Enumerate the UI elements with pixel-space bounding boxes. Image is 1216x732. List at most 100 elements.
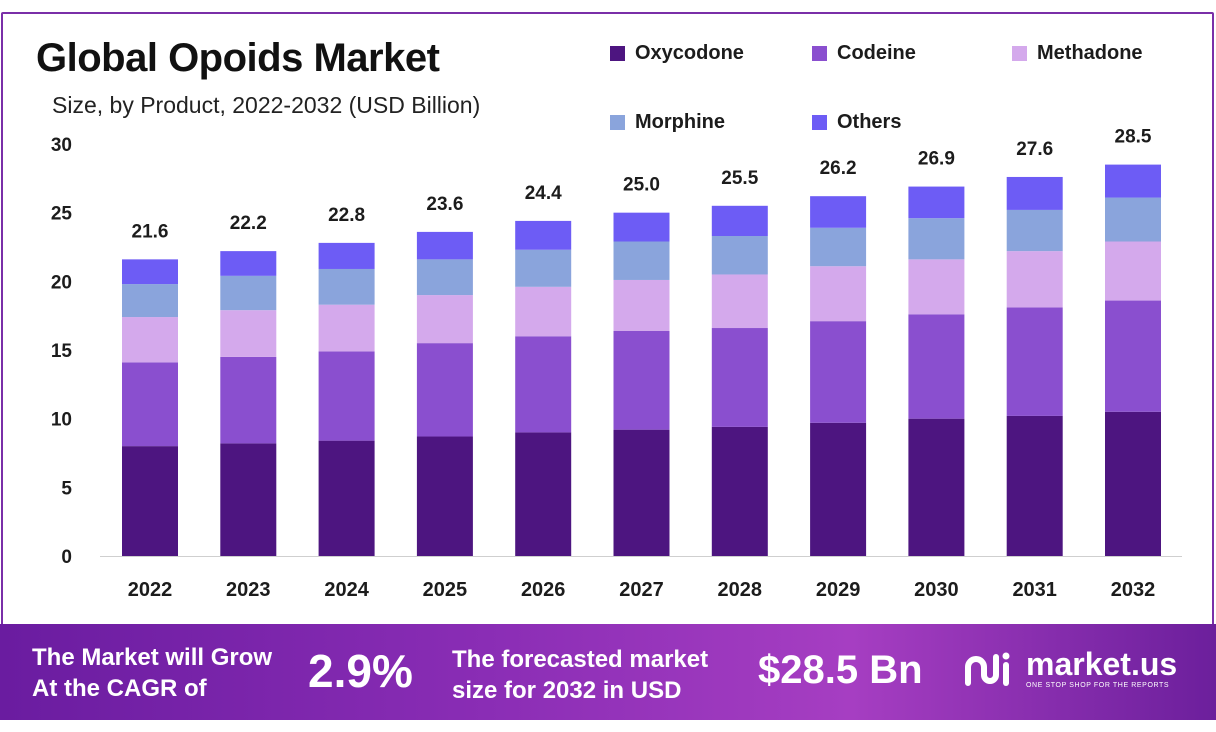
x-tick-label: 2024	[324, 579, 369, 601]
bar-total-label: 25.5	[721, 168, 758, 189]
bar-segment-codeine	[318, 351, 375, 441]
cagr-label-line1: The Market will Grow	[32, 644, 273, 671]
legend-label-others: Others	[837, 111, 902, 133]
x-tick-label: 2026	[521, 579, 566, 601]
bar-segment-oxycodone	[416, 436, 473, 556]
bar-segment-methadone	[1105, 241, 1161, 301]
legend-item-others: Others	[812, 111, 901, 134]
bar-segment-methadone	[810, 266, 867, 322]
bar-segment-morphine	[416, 259, 473, 296]
legend-label-oxycodone: Oxycodone	[635, 42, 744, 64]
cagr-label: The Market will Grow At the CAGR of	[32, 642, 272, 704]
bar-segment-morphine	[1006, 209, 1063, 252]
bar-segment-oxycodone	[515, 432, 572, 556]
y-tick-label: 15	[51, 341, 73, 362]
bar-segment-oxycodone	[220, 443, 277, 556]
legend-item-oxycodone: Oxycodone	[610, 42, 744, 65]
x-tick-label: 2031	[1012, 579, 1057, 601]
bar-total-label: 21.6	[132, 221, 169, 242]
bar-segment-codeine	[810, 321, 867, 423]
bar-segment-others	[122, 259, 178, 285]
legend-label-morphine: Morphine	[635, 111, 725, 133]
bar-segment-morphine	[908, 218, 965, 260]
bar-segment-methadone	[1006, 251, 1063, 308]
cagr-value: 2.9%	[308, 645, 413, 697]
bar-total-label: 25.0	[623, 175, 660, 196]
bar-segment-methadone	[711, 274, 768, 329]
x-tick-label: 2029	[816, 579, 861, 601]
bar-segment-oxycodone	[318, 440, 375, 556]
bar-segment-codeine	[122, 362, 178, 447]
bar-total-label: 24.4	[525, 183, 562, 204]
brand-mark-icon	[965, 652, 1010, 686]
bar-total-label: 26.9	[918, 149, 955, 170]
bar-segment-others	[1105, 164, 1161, 198]
brand-tagline: ONE STOP SHOP FOR THE REPORTS	[1026, 682, 1170, 689]
bar-segment-others	[318, 242, 375, 269]
summary-banner	[0, 624, 1216, 720]
legend-swatch-oxycodone	[610, 46, 625, 61]
bar-segment-morphine	[318, 268, 375, 305]
bar-segment-morphine	[220, 275, 277, 311]
bar-segment-others	[613, 212, 670, 242]
bar-segment-others	[908, 186, 965, 219]
y-tick-label: 30	[51, 135, 72, 156]
bar-segment-codeine	[908, 314, 965, 419]
bar-segment-methadone	[613, 279, 670, 331]
bar-total-label: 22.8	[328, 205, 365, 226]
legend-item-methadone: Methadone	[1012, 42, 1143, 65]
bar-segment-methadone	[122, 317, 178, 363]
stacked-bar-chart: 05101520253021.6202222.2202322.8202423.6…	[51, 127, 1182, 601]
brand-logo: market.us ONE STOP SHOP FOR THE REPORTS	[962, 648, 1177, 689]
bar-segment-morphine	[122, 284, 178, 318]
bar-segment-codeine	[711, 328, 768, 427]
bar-segment-codeine	[613, 330, 670, 430]
bar-segment-oxycodone	[1105, 411, 1161, 556]
chart-title: Global Opoids Market	[36, 36, 440, 80]
legend-label-codeine: Codeine	[837, 42, 916, 64]
forecast-label: The forecasted market size for 2032 in U…	[452, 644, 708, 706]
bar-segment-others	[711, 205, 768, 237]
x-tick-label: 2027	[619, 579, 664, 601]
bar-segment-morphine	[515, 249, 572, 287]
bar-segment-morphine	[711, 236, 768, 275]
bar-segment-morphine	[1105, 197, 1161, 242]
bar-segment-codeine	[416, 343, 473, 437]
bar-segment-methadone	[908, 259, 965, 315]
bar-segment-others	[416, 231, 473, 260]
bar-segment-codeine	[1006, 307, 1063, 416]
bar-segment-codeine	[515, 336, 572, 433]
bar-segment-oxycodone	[810, 422, 867, 556]
y-tick-label: 0	[61, 547, 72, 568]
forecast-value: $28.5 Bn	[758, 648, 923, 692]
x-tick-label: 2025	[423, 579, 468, 601]
bar-total-label: 26.2	[820, 158, 857, 179]
legend-swatch-codeine	[812, 46, 827, 61]
bar-segment-oxycodone	[711, 426, 768, 556]
brand-name: market.us	[1026, 646, 1178, 682]
bar-segment-methadone	[220, 310, 277, 357]
bar-total-label: 22.2	[230, 213, 267, 234]
bar-segment-codeine	[1105, 300, 1161, 412]
bar-segment-others	[515, 220, 572, 250]
y-tick-label: 25	[51, 204, 73, 225]
x-tick-label: 2022	[128, 579, 173, 601]
x-tick-label: 2032	[1111, 579, 1156, 601]
bar-segment-others	[1006, 176, 1063, 210]
bar-segment-oxycodone	[908, 418, 965, 556]
bar-segment-others	[810, 196, 867, 228]
bar-segment-codeine	[220, 356, 277, 444]
legend-swatch-methadone	[1012, 46, 1027, 61]
bar-segment-oxycodone	[122, 446, 178, 556]
bar-segment-methadone	[318, 304, 375, 352]
bar-segment-others	[220, 251, 277, 276]
y-tick-label: 5	[61, 478, 72, 499]
legend-swatch-others	[812, 115, 827, 130]
bar-segment-methadone	[416, 295, 473, 344]
y-tick-label: 20	[51, 272, 72, 293]
bar-segment-morphine	[810, 227, 867, 267]
x-tick-label: 2030	[914, 579, 959, 601]
legend-label-methadone: Methadone	[1037, 42, 1143, 64]
cagr-label-line2: At the CAGR of	[32, 675, 207, 702]
bar-total-label: 28.5	[1115, 127, 1152, 148]
